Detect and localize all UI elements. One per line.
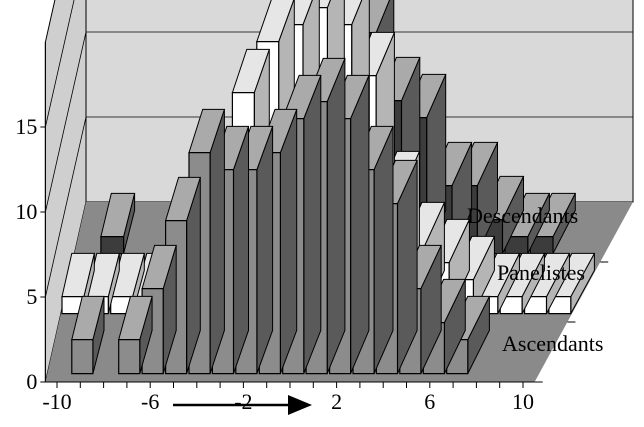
bar-side (326, 58, 346, 374)
chart-bars (61, 0, 596, 375)
bar-side (303, 75, 322, 374)
series-label: Panelistes (497, 260, 585, 285)
annotation-arrow-head (288, 395, 312, 415)
bar-descendants (100, 192, 136, 255)
x-tick-label: 6 (424, 389, 435, 414)
y-tick-label: 5 (26, 284, 37, 309)
y-tick-label: 15 (15, 114, 37, 139)
x-tick-label: -10 (42, 389, 71, 414)
bar-side (279, 109, 298, 374)
bar-side (350, 75, 370, 374)
x-tick-label: -2 (234, 389, 252, 414)
y-tick-label: 0 (26, 369, 37, 394)
bar-ascendants (71, 295, 105, 375)
bar-front (71, 339, 94, 375)
x-tick-label: 2 (331, 389, 342, 414)
chart-axes (40, 42, 609, 388)
y-tick-label: 10 (15, 199, 37, 224)
bar-side (209, 109, 225, 374)
gridline (45, 0, 75, 128)
bar-front (100, 236, 125, 255)
x-tick-label: 10 (512, 389, 534, 414)
series-label: Descendants (467, 203, 578, 228)
series-label: Ascendants (502, 331, 603, 356)
bar-front (118, 339, 141, 375)
bar-ascendants (118, 295, 153, 375)
chart-labels: -10 -6 -2 2 6 10 0 5 10 15 Ascendants Panelistes Des… (15, 114, 603, 415)
x-tick-label: -6 (141, 389, 159, 414)
gridline (45, 116, 633, 298)
gridline (45, 31, 633, 213)
